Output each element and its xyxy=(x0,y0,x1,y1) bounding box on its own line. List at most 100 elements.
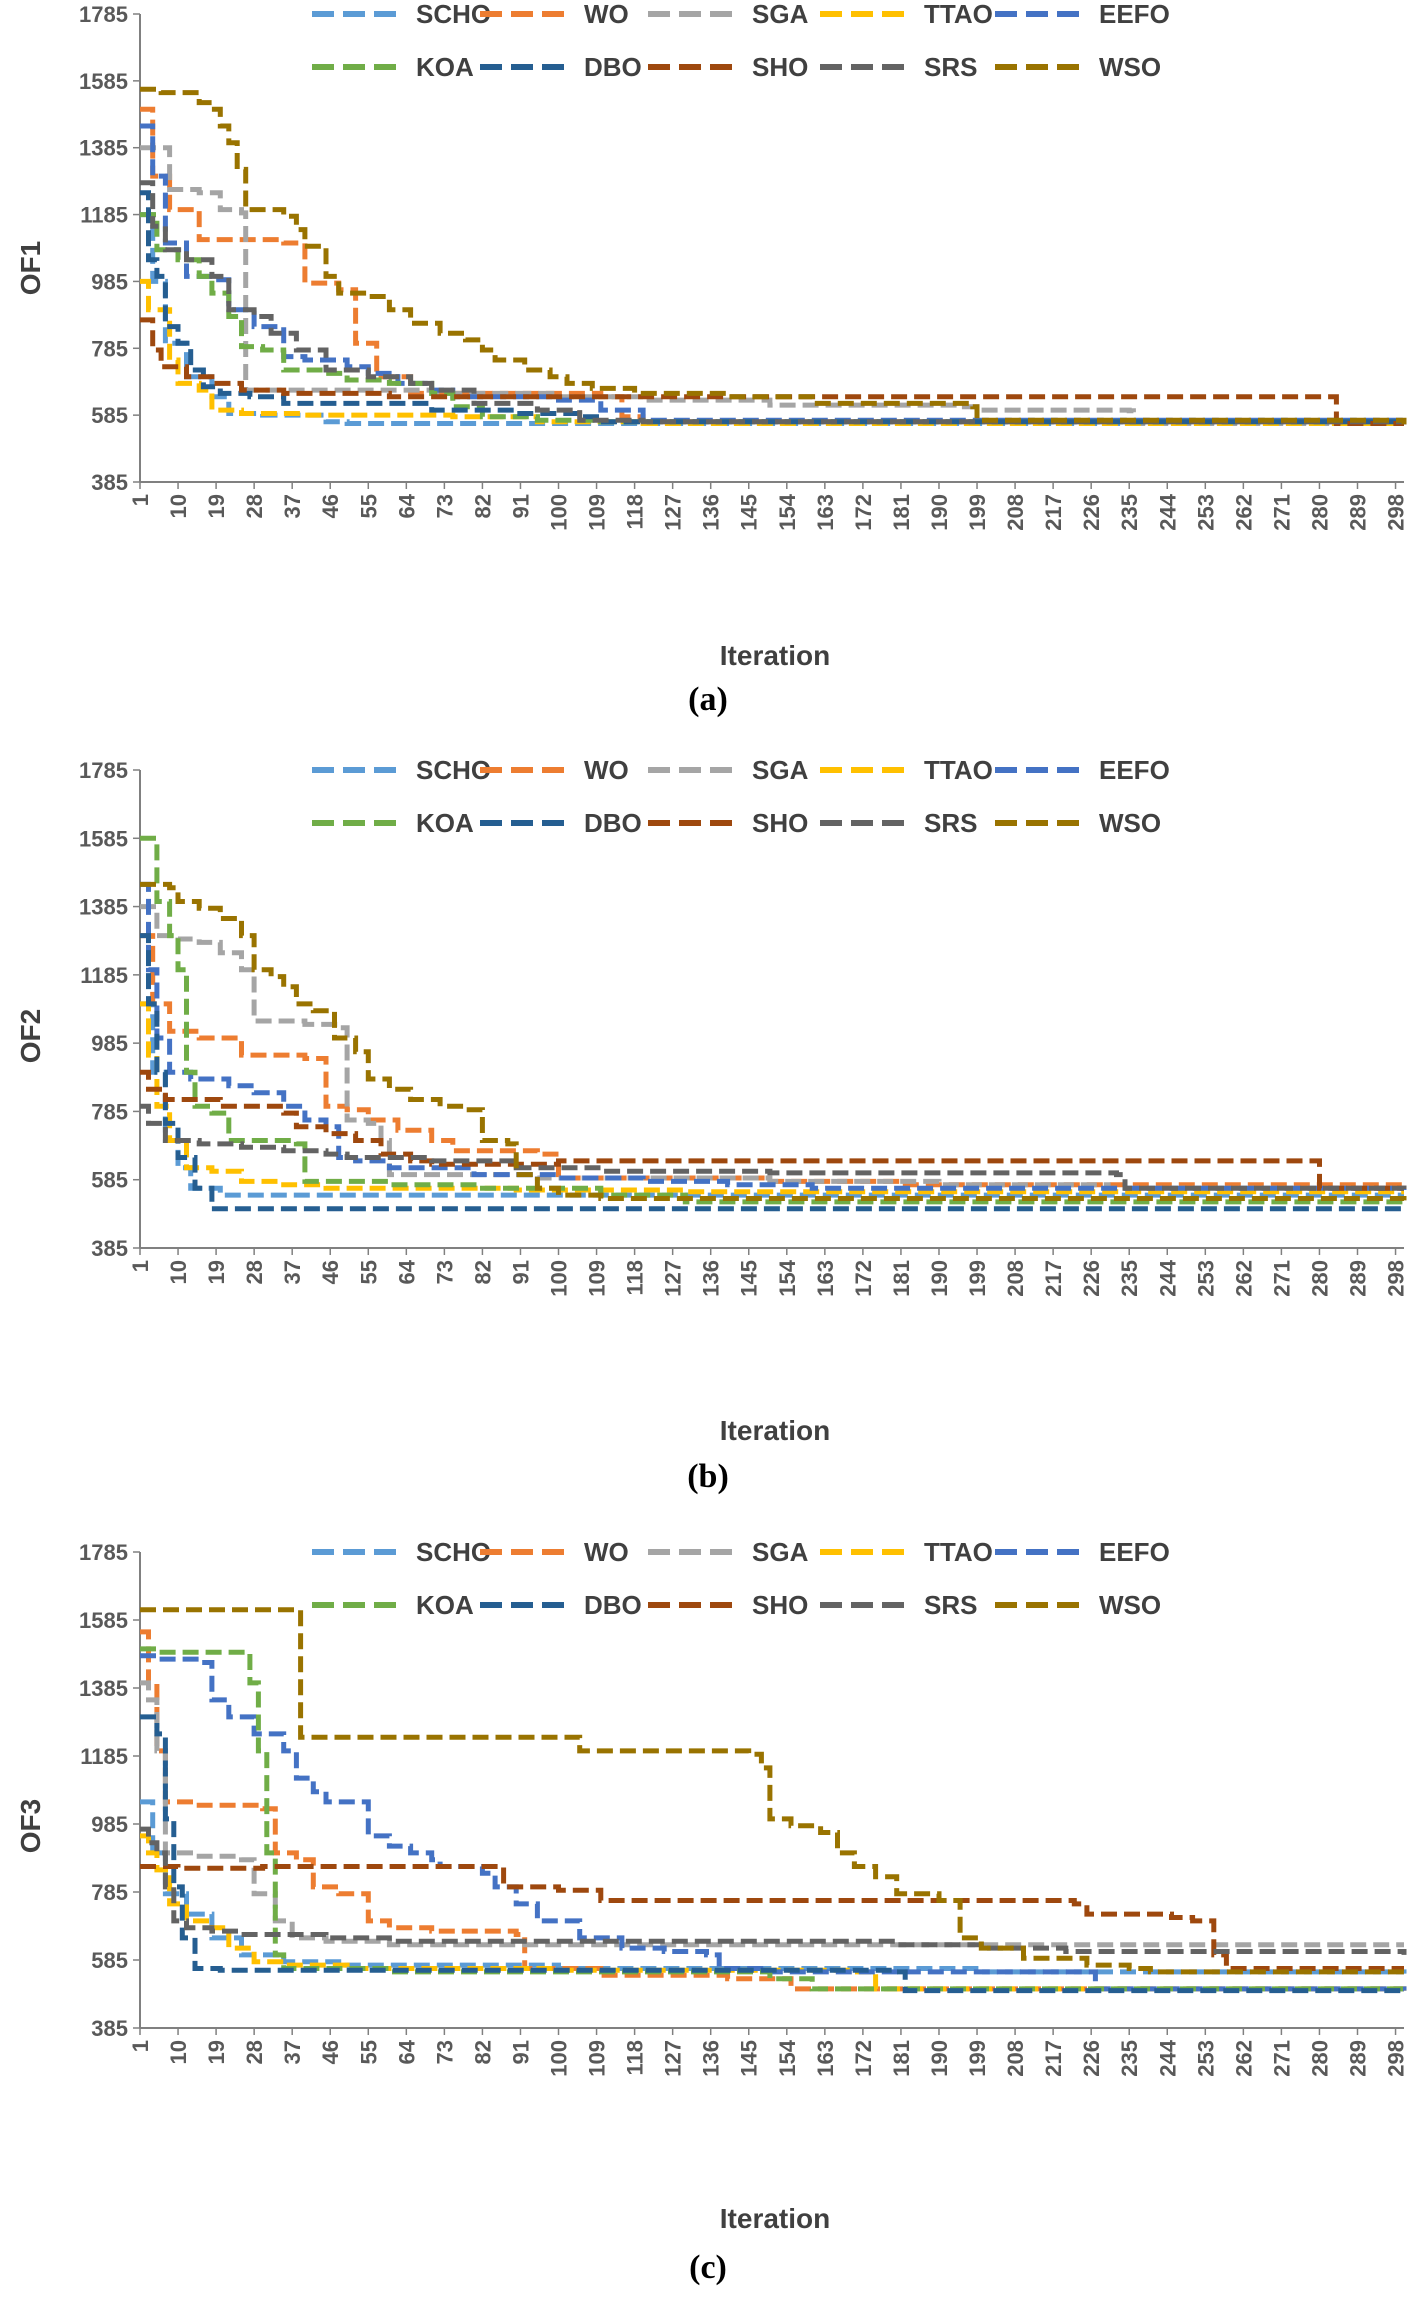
legend-label-sho: SHO xyxy=(752,52,808,82)
x-tick-label: 136 xyxy=(699,2040,724,2077)
y-axis-label: OF2 xyxy=(15,1009,46,1063)
series-line-wo xyxy=(140,933,1407,1188)
x-tick-label: 280 xyxy=(1307,2040,1332,2077)
y-axis-label: OF1 xyxy=(15,241,46,295)
legend-label-koa: KOA xyxy=(416,52,474,82)
y-tick-label: 585 xyxy=(91,403,128,428)
x-tick-label: 10 xyxy=(166,2040,191,2064)
x-tick-label: 217 xyxy=(1041,1260,1066,1297)
x-tick-label: 199 xyxy=(965,494,990,531)
x-tick-label: 118 xyxy=(623,2040,648,2076)
y-tick-label: 585 xyxy=(91,1168,128,1193)
series-line-ttao xyxy=(140,1001,1404,1195)
x-tick-label: 73 xyxy=(432,1260,457,1284)
x-tick-label: 136 xyxy=(699,1260,724,1297)
x-tick-label: 244 xyxy=(1155,1259,1180,1296)
x-tick-label: 262 xyxy=(1231,2040,1256,2077)
x-tick-label: 199 xyxy=(965,2040,990,2077)
x-tick-label: 19 xyxy=(204,2040,229,2064)
y-tick-label: 1385 xyxy=(79,136,128,161)
x-tick-label: 217 xyxy=(1041,494,1066,531)
legend-label-sga: SGA xyxy=(752,0,809,29)
x-tick-label: 1 xyxy=(128,1260,153,1272)
legend-label-scho: SCHO xyxy=(416,1537,491,1567)
x-tick-label: 82 xyxy=(470,494,495,518)
x-tick-label: 37 xyxy=(280,494,305,518)
legend-label-koa: KOA xyxy=(416,1590,474,1620)
panel-caption: (b) xyxy=(687,1458,729,1495)
series-line-srs xyxy=(140,1103,1407,1191)
x-tick-label: 55 xyxy=(356,1260,381,1284)
series-line-wso xyxy=(140,86,1407,425)
y-tick-label: 1585 xyxy=(79,1608,128,1633)
legend-label-scho: SCHO xyxy=(416,755,491,785)
y-axis-label: OF3 xyxy=(15,1799,46,1853)
y-tick-label: 1785 xyxy=(79,758,128,783)
x-tick-label: 181 xyxy=(889,1260,914,1297)
x-tick-label: 91 xyxy=(508,2040,533,2064)
x-tick-label: 226 xyxy=(1079,2040,1104,2077)
y-tick-label: 385 xyxy=(91,1236,128,1261)
x-tick-label: 244 xyxy=(1155,2039,1180,2076)
series-line-wso xyxy=(140,1607,1407,1975)
x-tick-label: 127 xyxy=(661,1260,686,1297)
y-tick-label: 1585 xyxy=(79,69,128,94)
x-tick-label: 37 xyxy=(280,2040,305,2064)
legend-label-ttao: TTAO xyxy=(924,755,993,785)
series-line-srs xyxy=(140,1826,1407,1955)
x-tick-label: 100 xyxy=(547,1260,572,1297)
x-tick-label: 19 xyxy=(204,494,229,518)
series-line-dbo xyxy=(140,190,1407,425)
series-line-koa xyxy=(140,212,1407,425)
x-tick-label: 271 xyxy=(1269,494,1294,531)
series-line-ttao xyxy=(140,278,1407,426)
x-tick-label: 1 xyxy=(128,2040,153,2052)
x-axis-label: Iteration xyxy=(720,2203,830,2234)
legend-label-dbo: DBO xyxy=(584,52,642,82)
y-tick-label: 1185 xyxy=(80,203,128,228)
x-tick-label: 28 xyxy=(242,494,267,518)
x-tick-label: 163 xyxy=(813,2040,838,2077)
series-line-sga xyxy=(140,904,1407,1191)
x-tick-label: 226 xyxy=(1079,1260,1104,1297)
legend-label-wo: WO xyxy=(584,755,629,785)
x-tick-label: 46 xyxy=(318,494,343,518)
x-tick-label: 226 xyxy=(1079,494,1104,531)
x-tick-label: 235 xyxy=(1117,2040,1142,2077)
x-tick-label: 10 xyxy=(166,1260,191,1284)
panel-caption: (c) xyxy=(689,2249,727,2286)
series-line-eefo xyxy=(140,123,1407,425)
legend-label-ttao: TTAO xyxy=(924,1537,993,1567)
x-tick-label: 109 xyxy=(585,1260,610,1297)
x-tick-label: 64 xyxy=(394,2039,419,2064)
y-tick-label: 585 xyxy=(91,1948,128,1973)
x-tick-label: 262 xyxy=(1231,1260,1256,1297)
x-tick-label: 253 xyxy=(1193,494,1218,531)
x-tick-label: 100 xyxy=(547,2040,572,2077)
x-axis-label: Iteration xyxy=(720,640,830,671)
series-line-eefo xyxy=(140,1653,1407,1992)
panel-caption: (a) xyxy=(688,681,728,718)
series-line-srs xyxy=(140,180,1407,425)
legend-label-dbo: DBO xyxy=(584,1590,642,1620)
series-line-wso xyxy=(140,881,1407,1202)
x-tick-label: 55 xyxy=(356,2040,381,2064)
y-tick-label: 785 xyxy=(91,336,128,361)
x-tick-label: 64 xyxy=(394,493,419,518)
x-tick-label: 37 xyxy=(280,1260,305,1284)
x-tick-label: 145 xyxy=(737,494,762,531)
x-tick-label: 208 xyxy=(1003,1260,1028,1297)
series-line-scho xyxy=(140,1001,1404,1198)
legend-label-wo: WO xyxy=(584,1537,629,1567)
x-tick-label: 181 xyxy=(889,494,914,531)
series-line-wo xyxy=(140,106,1407,425)
legend-label-eefo: EEFO xyxy=(1099,0,1170,29)
x-tick-label: 172 xyxy=(851,1260,876,1297)
x-tick-label: 289 xyxy=(1345,1260,1370,1297)
x-tick-label: 82 xyxy=(470,2040,495,2064)
x-tick-label: 145 xyxy=(737,2040,762,2077)
legend-label-sho: SHO xyxy=(752,808,808,838)
x-tick-label: 1 xyxy=(128,494,153,506)
x-tick-label: 235 xyxy=(1117,1260,1142,1297)
